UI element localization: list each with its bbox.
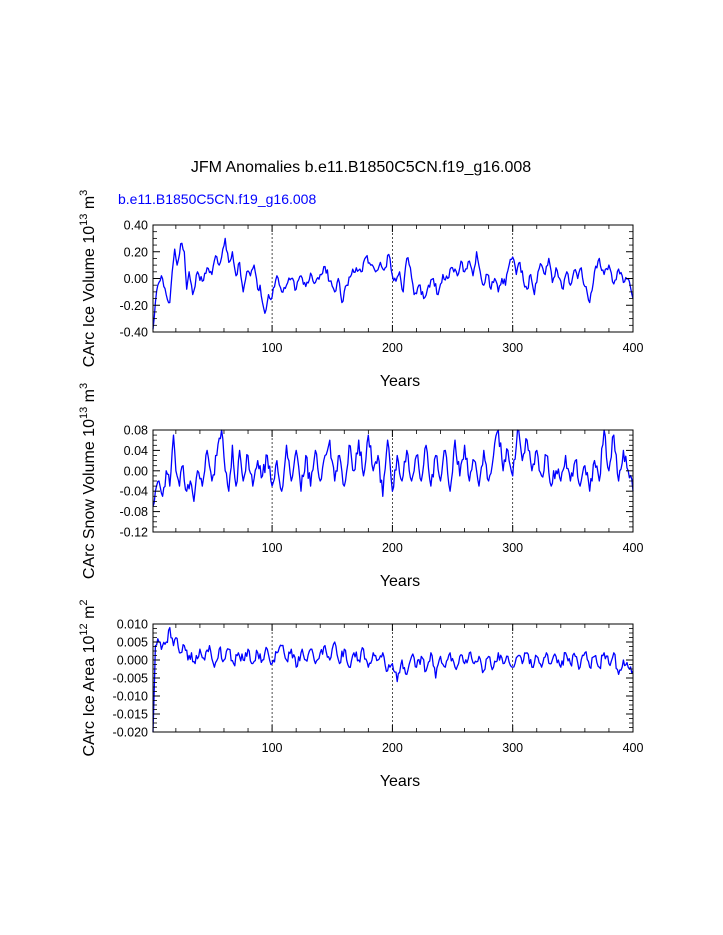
ice-area-plot-frame [152, 623, 634, 733]
ice-area-ytick-label-4: 0.000 [117, 654, 148, 668]
ice-area-ytick-label-3: -0.005 [113, 672, 148, 686]
ice-area-series-line [152, 626, 634, 733]
ice-area-ytick-label-5: 0.005 [117, 636, 148, 650]
ice-volume-ytick-label-3: 0.20 [124, 245, 148, 259]
ice-area-ytick-label-1: -0.015 [113, 708, 148, 722]
snow-volume-xtick-label-2: 300 [502, 541, 523, 555]
ice-area-ytick-label-0: -0.020 [113, 726, 148, 740]
figure-subtitle: b.e11.B1850C5CN.f19_g16.008 [118, 191, 316, 207]
snow-volume-panel: -0.12 -0.08 -0.04 0.00 0.04 0.08 100 200 300 400 Y… [78, 383, 643, 590]
ice-volume-xlabel: Years [380, 373, 420, 390]
ice-volume-xtick-label-3: 400 [623, 341, 644, 355]
ice-area-ytick-label-6: 0.010 [117, 618, 148, 632]
snow-volume-xtick-label-0: 100 [262, 541, 283, 555]
snow-volume-ytick-label-0: -0.12 [120, 526, 149, 540]
ice-volume-ytick-label-1: -0.20 [120, 299, 149, 313]
ice-area-xtick-label-2: 300 [502, 741, 523, 755]
ice-area-ytick-label-2: -0.010 [113, 690, 148, 704]
ice-volume-panel: -0.40 -0.20 0.00 0.20 0.40 100 200 300 400 Years C… [78, 190, 643, 390]
ice-volume-xtick-label-2: 300 [502, 341, 523, 355]
ice-volume-ytick-label-4: 0.40 [124, 219, 148, 233]
snow-volume-series-line [152, 429, 634, 507]
ice-volume-ylabel: CArc Ice Volume 1013 m3 [78, 190, 98, 368]
snow-volume-ylabel: CArc Snow Volume 1013 m3 [78, 383, 98, 579]
ice-volume-xtick-label-1: 200 [382, 341, 403, 355]
snow-volume-ytick-label-3: 0.00 [124, 464, 148, 478]
ice-area-xlabel: Years [380, 773, 420, 790]
ice-area-xtick-label-0: 100 [262, 741, 283, 755]
snow-volume-ytick-label-4: 0.04 [124, 444, 148, 458]
snow-volume-ytick-label-5: 0.08 [124, 424, 148, 438]
ice-volume-xtick-label-0: 100 [262, 341, 283, 355]
ice-area-panel: -0.020 -0.015 -0.010 -0.005 0.000 0.005 0.010 1… [78, 599, 643, 790]
ice-volume-ytick-label-0: -0.40 [120, 326, 149, 340]
figure-title: JFM Anomalies b.e11.B1850C5CN.f19_g16.00… [191, 159, 531, 176]
snow-volume-xtick-label-3: 400 [623, 541, 644, 555]
snow-volume-ytick-label-2: -0.04 [120, 485, 149, 499]
ice-area-xtick-label-1: 200 [382, 741, 403, 755]
ice-area-ylabel: CArc Ice Area 1012 m2 [78, 599, 98, 756]
snow-volume-ytick-label-1: -0.08 [120, 505, 149, 519]
ice-volume-series-line [152, 237, 634, 330]
snow-volume-xtick-label-1: 200 [382, 541, 403, 555]
snow-volume-xlabel: Years [380, 573, 420, 590]
ice-area-xtick-label-3: 400 [623, 741, 644, 755]
ice-volume-ytick-label-2: 0.00 [124, 272, 148, 286]
